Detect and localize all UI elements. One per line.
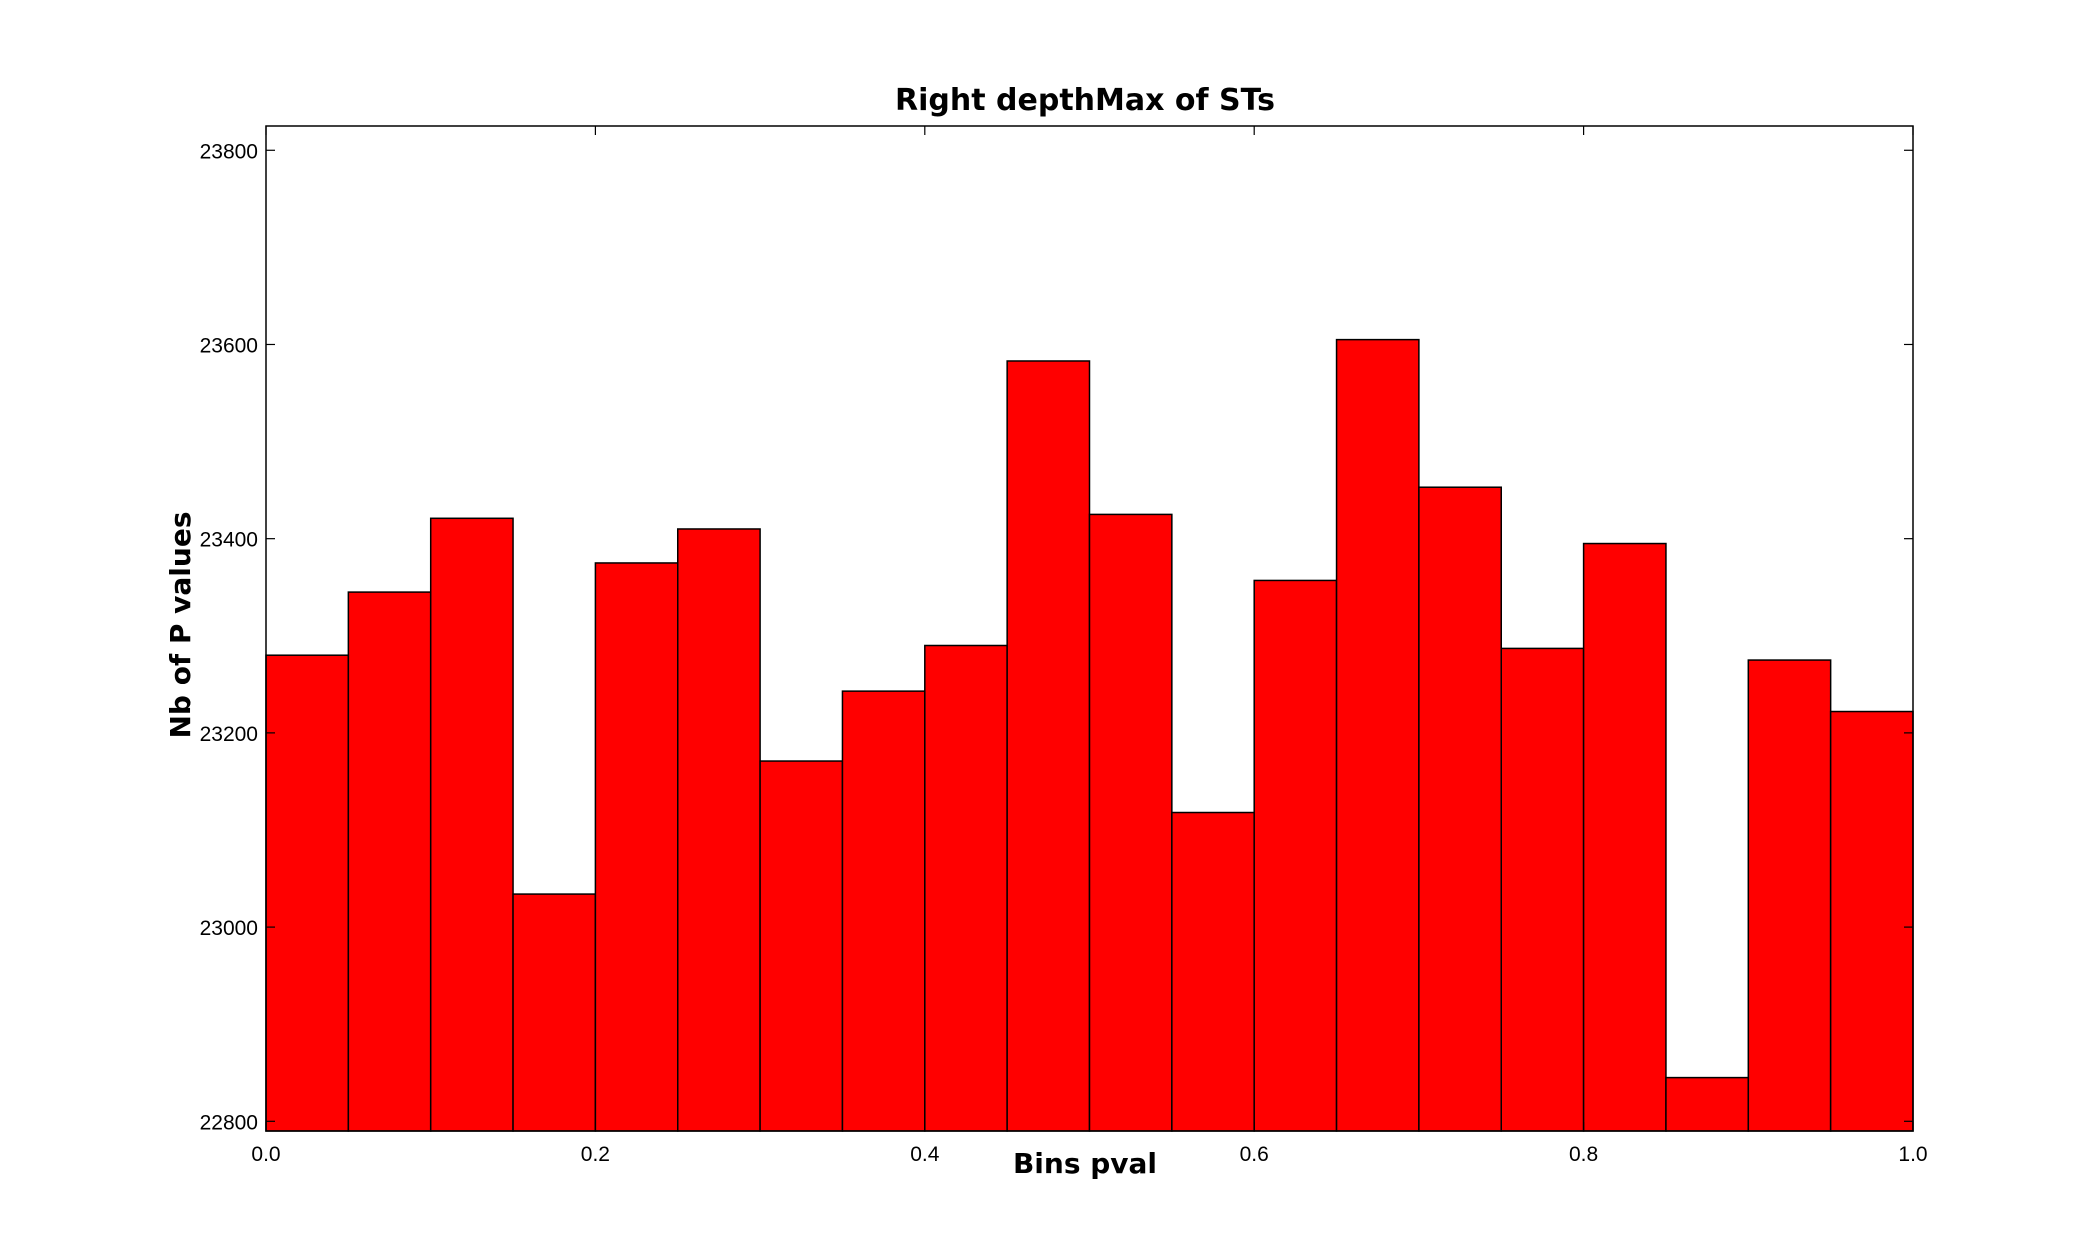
histogram-bar (1335, 338, 1420, 1132)
histogram-bar (1253, 579, 1338, 1132)
chart-title: Right depthMax of STs (895, 83, 1275, 118)
y-tick-label: 22800 (200, 1111, 258, 1134)
ticks-group: 0.0 0.2 0.4 0.6 0.8 1.0 22800 23000 23200 23400 23… (200, 126, 1928, 1166)
y-tick-label: 23200 (200, 723, 258, 746)
x-tick-label: 0.8 (1569, 1143, 1598, 1166)
x-tick-label: 0.2 (581, 1143, 610, 1166)
histogram-bar (1747, 659, 1832, 1132)
histogram-bar (1582, 542, 1667, 1132)
y-axis-label: Nb of P values (164, 512, 197, 739)
x-tick-label: 0.0 (251, 1143, 280, 1166)
x-tick-label: 1.0 (1898, 1143, 1927, 1166)
plot-frame (265, 125, 1914, 1132)
histogram-bar (347, 591, 432, 1132)
histogram-bar (759, 760, 844, 1132)
histogram-bar (512, 893, 597, 1132)
histogram-bar (1829, 710, 1914, 1132)
histogram-bar (1171, 811, 1255, 1132)
y-tick-label: 23600 (200, 334, 258, 357)
histogram-bar (1665, 1076, 1750, 1132)
bars-group (265, 338, 1914, 1132)
histogram-bar (1006, 360, 1091, 1132)
histogram-bar (1500, 647, 1585, 1132)
histogram-bar (677, 528, 761, 1132)
histogram-bar (429, 517, 514, 1132)
y-tick-label: 23800 (200, 140, 258, 163)
x-axis-label: Bins pval (1013, 1147, 1157, 1180)
x-tick-label: 0.6 (1240, 1143, 1269, 1166)
histogram-bar (1088, 513, 1173, 1132)
histogram-bar (1418, 486, 1503, 1132)
histogram-bar (924, 644, 1008, 1132)
histogram-bar (265, 654, 350, 1132)
histogram-bar (841, 690, 926, 1132)
y-tick-label: 23000 (200, 917, 258, 940)
histogram-bar (594, 562, 679, 1132)
y-tick-label: 23400 (200, 529, 258, 552)
x-tick-label: 0.4 (910, 1143, 940, 1166)
